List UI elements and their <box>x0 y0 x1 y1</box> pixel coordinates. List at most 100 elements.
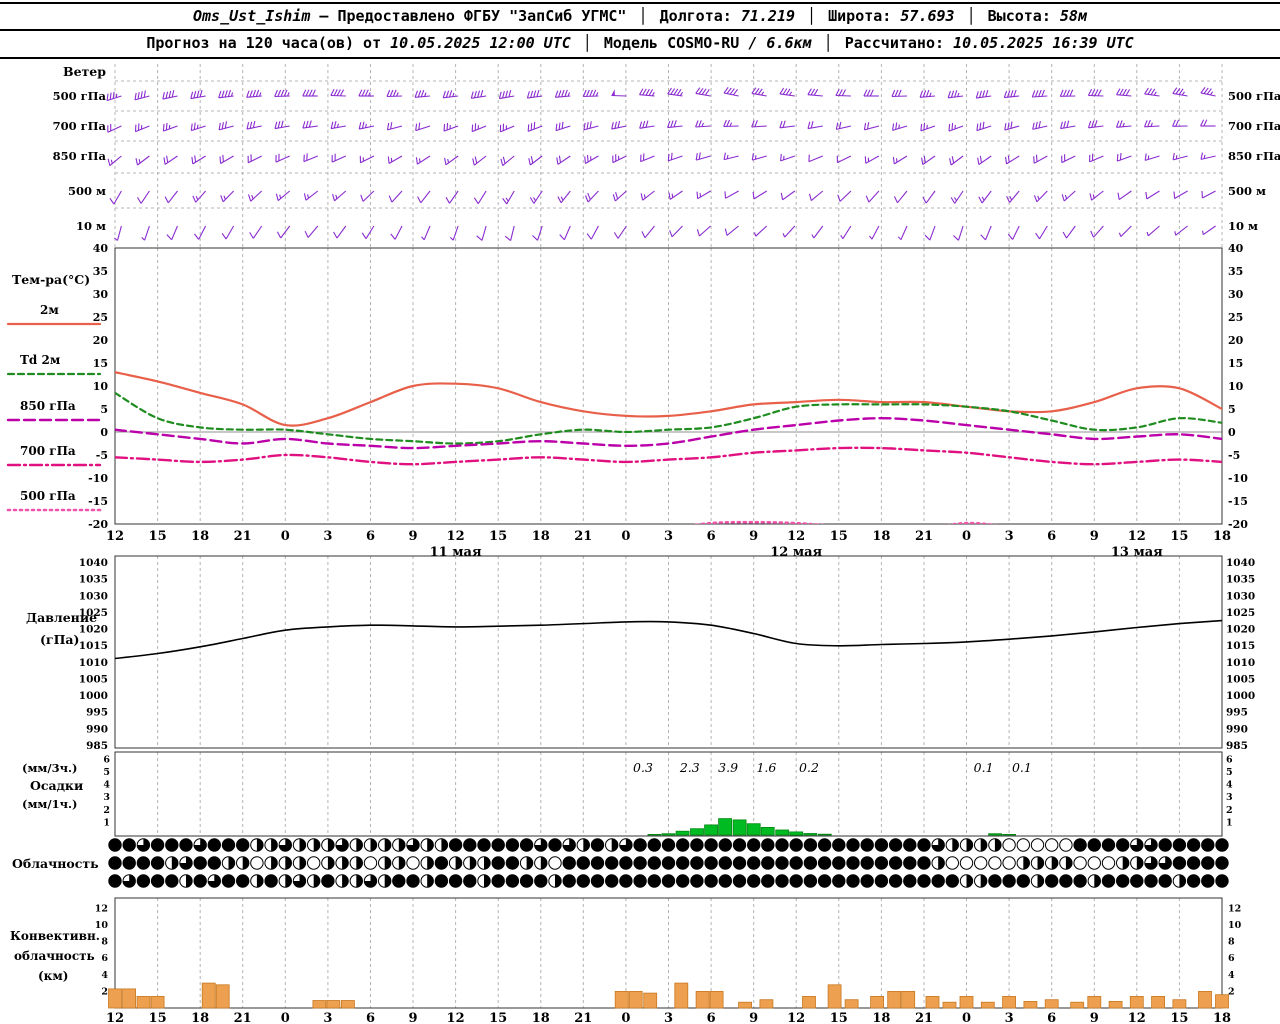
barb-shaft <box>920 125 936 132</box>
barb-shaft <box>835 94 851 97</box>
barb-halftick <box>368 92 371 97</box>
cloud-symbol-fill <box>534 874 547 888</box>
pressure-curve <box>114 619 1223 660</box>
barb-shaft <box>810 190 824 202</box>
cloud-symbol-fill <box>1059 874 1073 888</box>
cloud-symbol-fill <box>619 874 633 888</box>
barb-tick <box>1038 120 1041 129</box>
barb-tick <box>1003 90 1008 98</box>
precip-ytick-right: 1 <box>1226 817 1233 828</box>
barb-tick <box>418 122 421 130</box>
wind-barb <box>976 121 992 132</box>
barb-tick <box>668 192 671 200</box>
wind-barb <box>582 89 599 98</box>
wind-barb <box>1117 190 1132 201</box>
convective-bar <box>326 1000 341 1009</box>
barb-shaft <box>106 95 122 102</box>
barb-tick <box>143 90 146 98</box>
cloud-symbol-fill <box>171 856 179 870</box>
barb-tick <box>584 156 586 164</box>
barb-halftick <box>138 159 141 164</box>
barb-shaft <box>388 155 403 164</box>
wind-barb <box>751 153 767 161</box>
barb-tick <box>165 122 168 131</box>
barb-tick <box>642 120 646 128</box>
pressure-ytick-left: 1035 <box>79 574 108 586</box>
barb-tick <box>978 90 983 98</box>
wind-barb <box>1146 225 1160 237</box>
barb-halftick <box>788 91 793 96</box>
barb-shaft <box>1060 125 1076 130</box>
temp-ytick-right: 0 <box>1228 426 1236 439</box>
temp-ytick-left: 5 <box>100 403 108 416</box>
barb-halftick <box>567 92 571 97</box>
wind-barb <box>723 119 739 128</box>
cloud-symbol-fill <box>165 838 178 852</box>
cloud-symbol-fill <box>108 838 122 852</box>
pressure-ytick-right: 1010 <box>1226 657 1255 669</box>
precip-amount-label: 0.3 <box>633 760 653 775</box>
barb-shaft <box>779 125 795 129</box>
hour-label: 6 <box>1047 529 1056 544</box>
hour-label: 15 <box>1170 529 1188 544</box>
wind-barb <box>166 225 179 241</box>
header-line-2: Прогноз на 120 часа(ов) от 10.05.2025 12… <box>0 34 1280 52</box>
hour-label-bottom: 12 <box>1128 1011 1146 1024</box>
barb-tick <box>332 193 336 201</box>
barb-tick <box>558 155 562 163</box>
cloud-symbol-fill <box>427 838 434 852</box>
barb-tick <box>1033 156 1035 164</box>
barb-tick <box>978 196 983 204</box>
cloud-symbol-fill <box>966 874 973 888</box>
barb-tick <box>895 122 898 130</box>
barb-shaft <box>583 95 599 98</box>
convective-bar <box>643 992 658 1009</box>
barb-tick <box>891 89 896 97</box>
cloud-symbol-fill <box>299 856 306 870</box>
barb-shaft <box>195 190 207 203</box>
wind-title: Ветер <box>63 64 106 79</box>
barb-halftick <box>1146 231 1149 236</box>
wind-barb <box>415 155 431 165</box>
header2-seg-5: / 6.6км <box>739 34 812 52</box>
hour-label-bottom: 9 <box>749 1011 758 1024</box>
barb-tick <box>751 153 754 161</box>
cloud-symbol-fill <box>861 856 874 870</box>
barb-tick <box>1116 88 1121 95</box>
barb-shaft <box>1200 92 1216 97</box>
pressure-ytick-left: 1015 <box>79 640 108 652</box>
header1-seg-9: Высота: <box>987 7 1060 25</box>
wind-barb <box>219 154 234 164</box>
wind-barb <box>470 89 487 99</box>
barb-shaft <box>144 225 150 241</box>
cloud-symbol-fill <box>775 874 789 888</box>
temp-curve-t2m <box>115 371 1222 427</box>
wind-barb <box>586 225 599 240</box>
barb-halftick <box>230 92 234 97</box>
cloud-symbol-fill <box>1187 856 1200 870</box>
barb-tick <box>246 90 250 98</box>
cloud-symbol-fill <box>293 874 306 888</box>
barb-shaft <box>954 190 964 204</box>
precip-ytick-right: 5 <box>1226 767 1233 778</box>
cloud-symbol-fill <box>299 838 306 852</box>
wind-barb <box>192 190 207 203</box>
cloud-symbol-fill <box>903 856 916 870</box>
cloud-symbol-fill <box>264 874 278 888</box>
cloud-symbol-fill <box>469 856 476 870</box>
barb-tick <box>386 122 390 130</box>
wind-barb <box>752 190 767 200</box>
cloud-symbol-fill <box>619 856 633 870</box>
wind-level-label-right: 500 м <box>1228 184 1266 198</box>
cloud-symbol-fill <box>548 838 562 852</box>
barb-tick <box>302 89 307 97</box>
barb-shaft <box>1202 190 1216 199</box>
barb-halftick <box>897 236 902 241</box>
wind-barb <box>922 190 936 204</box>
barb-tick <box>557 196 562 204</box>
barb-shaft <box>510 225 515 241</box>
barb-halftick <box>307 194 310 199</box>
temp-ytick-right: 5 <box>1228 403 1236 416</box>
wind-barb <box>163 155 178 165</box>
wind-barb <box>527 122 543 132</box>
